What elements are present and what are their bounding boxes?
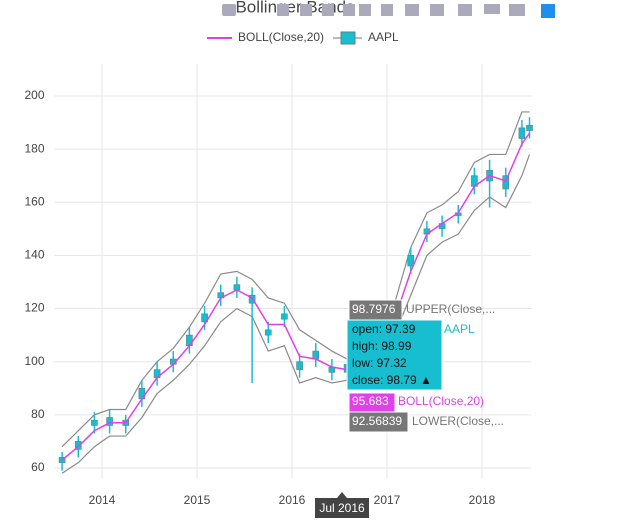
candle-body [106, 417, 113, 426]
hover-value: 92.56839 [352, 414, 402, 428]
hover-value: 95.683 [352, 394, 389, 408]
candle-body [91, 419, 98, 426]
hover-label: UPPER(Close,... [406, 302, 495, 316]
upper-band [61, 111, 530, 448]
y-tick-label: 60 [31, 460, 45, 474]
hover-box [348, 411, 409, 433]
x-tick-label: 2017 [374, 493, 401, 507]
hover-label: AAPL [444, 322, 475, 336]
candle-body [526, 124, 533, 131]
chart-title: Bollinger Bands [235, 0, 354, 16]
hover-date-box [315, 498, 369, 518]
candle-body [264, 329, 272, 336]
legend-swatch [340, 31, 356, 45]
candle-body [138, 387, 146, 400]
legend-label: AAPL [368, 30, 399, 44]
candle-body [281, 313, 288, 320]
candle-body [296, 361, 303, 370]
hover-line: low: 97.32 [352, 356, 407, 370]
x-tick-label: 2014 [89, 493, 116, 507]
hover-line: high: 98.99 [352, 339, 412, 353]
y-tick-label: 100 [24, 354, 44, 368]
legend: BOLL(Close,20) AAPL [207, 30, 399, 45]
modebar[interactable] [222, 4, 555, 18]
lower-band [61, 154, 531, 474]
x-tick-label: 2015 [184, 493, 211, 507]
y-tick-label: 160 [24, 194, 44, 208]
hover-label: LOWER(Close,... [412, 414, 504, 428]
candle-body [407, 255, 415, 267]
hover-line: open: 97.39 [352, 322, 416, 336]
candle-body [518, 127, 526, 139]
y-tick-label: 120 [24, 301, 44, 315]
legend-label: BOLL(Close,20) [238, 30, 324, 44]
y-tick-label: 80 [31, 407, 45, 421]
y-tick-label: 180 [24, 141, 44, 155]
hover: 98.7976 UPPER(Close,... open: 97.39 high… [315, 299, 504, 518]
candle-body [502, 175, 510, 190]
x-tick-label: 2018 [469, 493, 496, 507]
candle-body [186, 334, 193, 347]
x-tick-label: 2016 [279, 493, 306, 507]
hover-value: 98.7976 [352, 302, 396, 316]
hover-line: close: 98.79 ▲ [352, 373, 432, 387]
candle-body [312, 350, 320, 360]
candle-body [74, 441, 82, 450]
y-tick-label: 140 [24, 248, 44, 262]
hover-box [346, 319, 443, 391]
hover-label: BOLL(Close,20) [398, 394, 484, 408]
candle-body [201, 313, 208, 323]
y-tick-label: 200 [24, 88, 44, 102]
boll-line [61, 132, 531, 461]
hover-date: Jul 2016 [319, 501, 365, 515]
